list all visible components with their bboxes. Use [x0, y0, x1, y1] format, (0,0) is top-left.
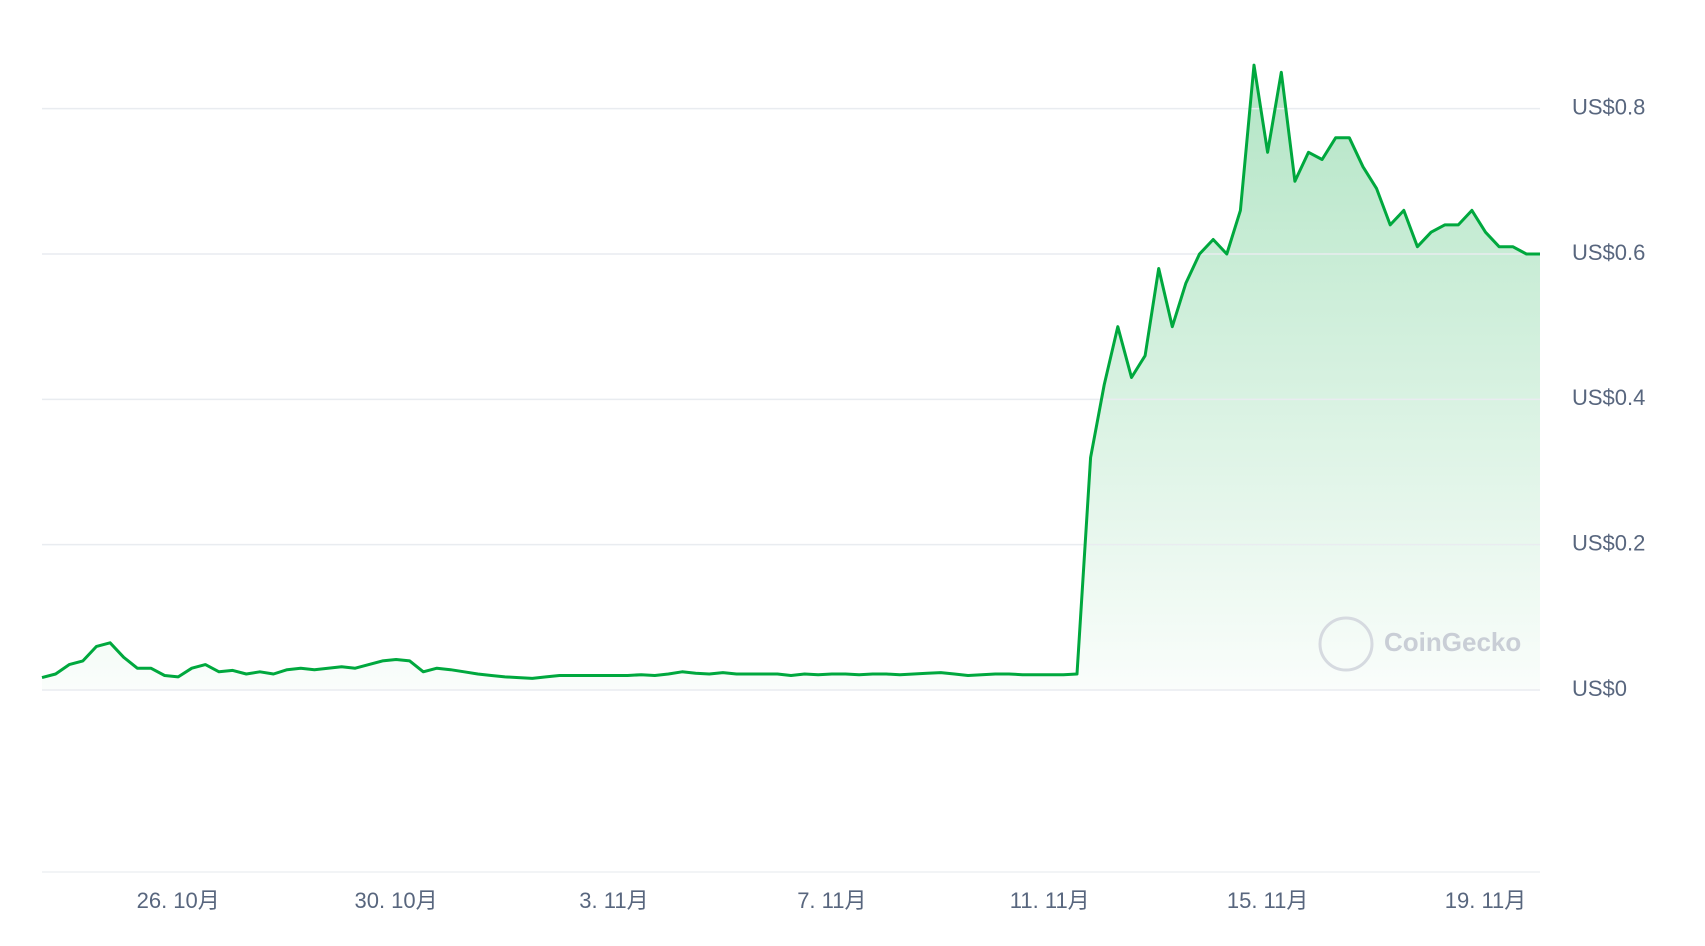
- x-tick-label: 15. 11月: [1227, 888, 1309, 913]
- x-tick-label: 3. 11月: [579, 888, 648, 913]
- watermark-logo: [1318, 616, 1374, 672]
- price-line: [41, 63, 1540, 680]
- watermark: CoinGecko: [1384, 627, 1521, 657]
- area: [42, 65, 1540, 691]
- x-tick-label: 7. 11月: [797, 888, 866, 913]
- y-tick-label: US$0.4: [1572, 385, 1645, 410]
- y-tick-label: US$0.2: [1572, 530, 1645, 555]
- x-tick-label: 19. 11月: [1445, 888, 1527, 913]
- x-tick-label: 11. 11月: [1010, 888, 1090, 913]
- x-tick-label: 26. 10月: [137, 888, 220, 913]
- y-tick-label: US$0.6: [1572, 240, 1645, 265]
- x-tick-label: 30. 10月: [354, 888, 437, 913]
- y-tick-label: US$0: [1572, 676, 1627, 701]
- y-tick-label: US$0.8: [1572, 94, 1645, 119]
